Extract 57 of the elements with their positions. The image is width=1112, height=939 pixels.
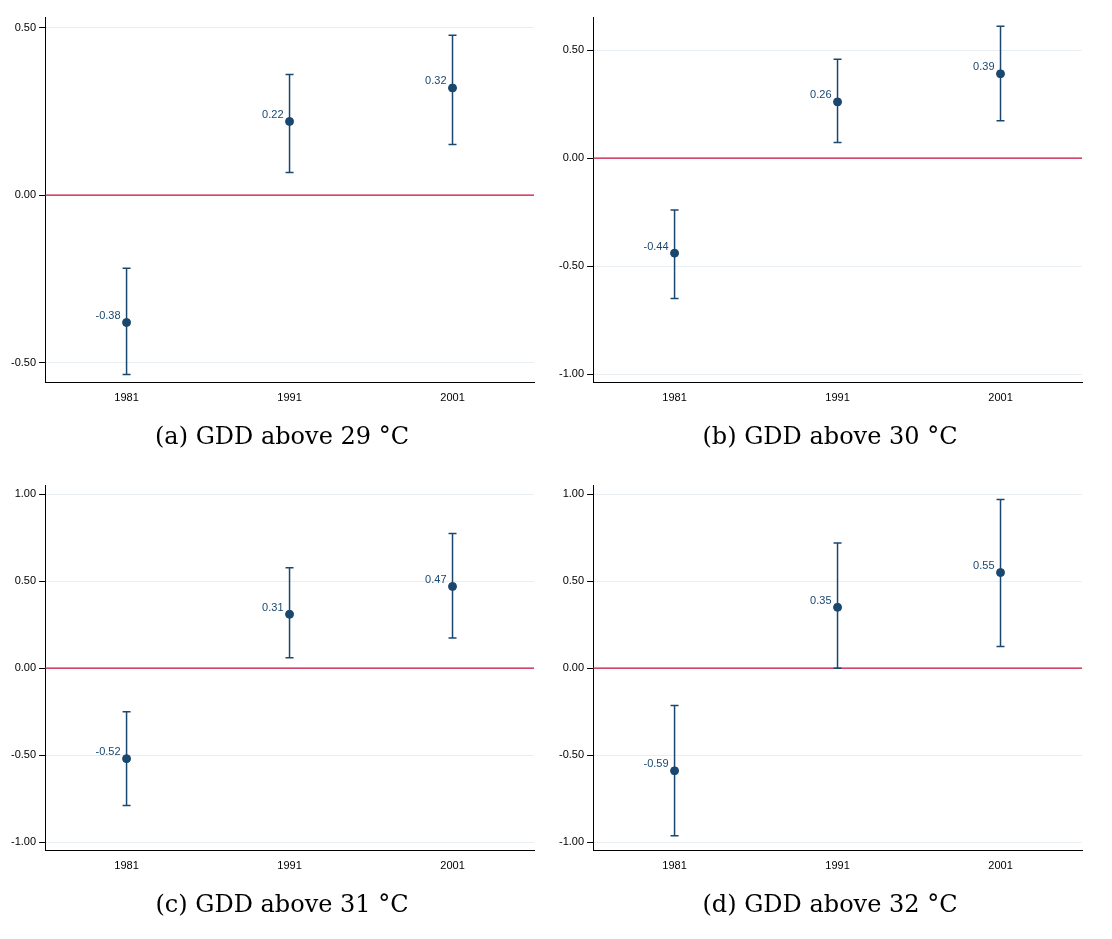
text: (c) GDD above 31 °C	[154, 889, 410, 920]
text: (d) GDD above 32 °C	[701, 889, 959, 920]
x-tick-label: 1991	[825, 391, 850, 404]
x-tick-label: 2001	[440, 391, 465, 404]
data-label: 0.47	[425, 573, 447, 585]
point	[996, 568, 1006, 578]
y-tick-label: 0.00	[562, 151, 585, 164]
y-tick-label: 0.50	[14, 574, 37, 587]
data-label: 0.22	[262, 108, 284, 120]
data-label: -0.59	[643, 757, 669, 770]
point	[285, 609, 295, 619]
y-tick-label: 0.00	[14, 188, 37, 201]
x-tick-label: 1981	[114, 391, 139, 404]
y-tick-label: 0.50	[562, 574, 585, 587]
x-tick-label: 1991	[825, 859, 850, 872]
y-tick-label: -0.50	[558, 259, 585, 272]
text: (b) GDD above 30 °C	[701, 421, 959, 452]
x-tick-label: 1981	[662, 391, 687, 404]
data-label: -0.38	[95, 309, 121, 322]
y-tick-label: 0.00	[562, 661, 585, 674]
x-tick-label: 2001	[440, 859, 465, 872]
point	[122, 317, 132, 327]
x-tick-label: 2001	[988, 859, 1013, 872]
y-tick-label: 1.00	[14, 487, 37, 500]
y-tick-label: -0.50	[10, 355, 37, 368]
y-tick-label: 1.00	[562, 487, 585, 500]
data-label: 0.35	[810, 593, 832, 606]
point	[833, 97, 843, 107]
y-tick-label: -1.00	[558, 367, 585, 380]
data-label: 0.55	[973, 559, 995, 572]
y-tick-label: -0.50	[558, 748, 585, 761]
point	[670, 248, 680, 258]
x-tick-label: 1991	[277, 391, 302, 404]
point	[833, 602, 843, 612]
x-tick-label: 1981	[114, 859, 139, 872]
point	[448, 581, 458, 591]
y-tick-label: -0.50	[10, 748, 37, 761]
point	[670, 766, 680, 776]
y-tick-label: -1.00	[10, 835, 37, 848]
y-tick-label: 0.50	[14, 20, 37, 33]
x-tick-label: 1981	[662, 859, 687, 872]
data-label: -0.44	[643, 239, 669, 252]
point	[285, 116, 295, 126]
data-label: 0.26	[810, 88, 832, 101]
x-tick-label: 2001	[988, 391, 1013, 404]
y-tick-label: -1.00	[558, 835, 585, 848]
point	[122, 754, 132, 764]
data-label: 0.31	[262, 600, 284, 613]
data-label: 0.39	[973, 60, 995, 73]
data-label: -0.52	[95, 745, 121, 758]
x-tick-label: 1991	[277, 859, 302, 872]
text: (a) GDD above 29 °C	[154, 421, 410, 452]
point	[996, 69, 1006, 79]
y-tick-label: 0.50	[562, 43, 585, 56]
data-label: 0.32	[425, 74, 447, 87]
point	[448, 83, 458, 93]
y-tick-label: 0.00	[14, 661, 37, 674]
